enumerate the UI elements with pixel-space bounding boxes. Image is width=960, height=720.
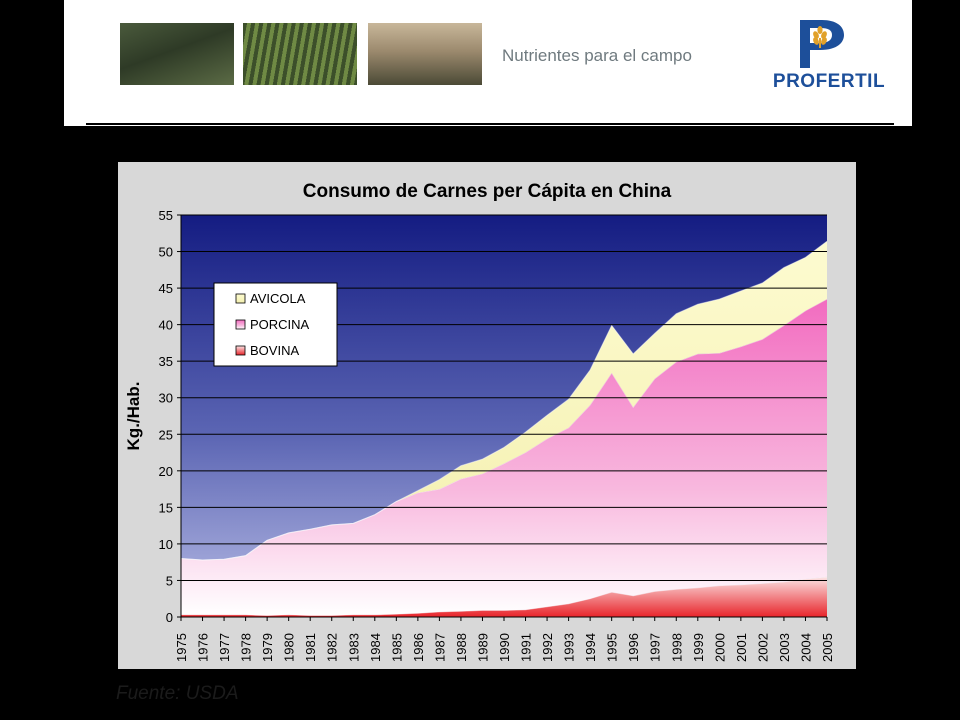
y-tick-label: 0 [166, 610, 173, 625]
x-tick-label: 1979 [260, 633, 275, 662]
y-tick-label: 15 [159, 500, 173, 515]
x-tick-label: 1991 [519, 633, 534, 662]
x-tick-label: 2002 [755, 633, 770, 662]
legend-swatch-avicola [235, 293, 246, 304]
meat-consumption-chart: Consumo de Carnes per Cápita en China 0 5… [118, 162, 856, 669]
profertil-logo: PROFERTIL [764, 18, 894, 98]
brand-name: PROFERTIL [772, 71, 886, 92]
y-tick-label: 55 [159, 208, 173, 223]
legend-label-avicola: AVICOLA [250, 291, 306, 306]
x-tick-label: 1984 [368, 633, 383, 662]
x-tick-label: 1998 [669, 633, 684, 662]
x-tick-label: 2004 [799, 633, 814, 662]
y-tick-label: 35 [159, 354, 173, 369]
header-banner: Nutrientes para el campo PROFERTIL [64, 0, 912, 126]
y-tick-label: 20 [159, 464, 173, 479]
x-tick-label: 1986 [411, 633, 426, 662]
y-axis-label: Kg./Hab. [124, 382, 143, 451]
header-divider [86, 123, 894, 125]
y-tick-label: 45 [159, 281, 173, 296]
tagline: Nutrientes para el campo [502, 46, 692, 65]
x-tick-label: 1994 [583, 633, 598, 662]
x-tick-label: 2001 [734, 633, 749, 662]
x-tick-label: 1996 [626, 633, 641, 662]
x-tick-label: 2000 [712, 633, 727, 662]
y-tick-label: 10 [159, 537, 173, 552]
x-tick-label: 1997 [648, 633, 663, 662]
x-tick-label: 1999 [691, 633, 706, 662]
logo-emblem-icon [800, 20, 844, 68]
legend-box [213, 282, 338, 367]
y-tick-label: 40 [159, 318, 173, 333]
y-tick-label: 30 [159, 391, 173, 406]
source-note: Fuente: USDA [116, 683, 239, 704]
chart-canvas: Consumo de Carnes per Cápita en China 0 5… [124, 181, 835, 662]
legend-label-porcina: PORCINA [250, 317, 310, 332]
x-tick-label: 1982 [325, 633, 340, 662]
x-tick-label: 1992 [540, 633, 555, 662]
x-tick-label: 1980 [282, 633, 297, 662]
y-tick-label: 5 [166, 573, 173, 588]
x-tick-label: 1976 [196, 633, 211, 662]
x-tick-label: 1995 [605, 633, 620, 662]
y-tick-label: 50 [159, 245, 173, 260]
x-tick-label: 1978 [239, 633, 254, 662]
series-area-bovina [181, 576, 827, 617]
x-tick-label: 1983 [346, 633, 361, 662]
x-tick-label: 1985 [389, 633, 404, 662]
y-tick-label: 25 [159, 427, 173, 442]
chart-legend: AVICOLA PORCINA BOVINA [213, 282, 338, 367]
series-area-porcina [181, 299, 827, 616]
x-tick-label: 1977 [217, 633, 232, 662]
field-photo-3 [368, 23, 482, 85]
x-tick-label: 1981 [303, 633, 318, 662]
series-line-avicola [180, 240, 828, 561]
x-tick-label: 1990 [497, 633, 512, 662]
legend-swatch-bovina [235, 345, 246, 356]
legend-label-bovina: BOVINA [250, 343, 299, 358]
legend-swatch-porcina [235, 319, 246, 330]
x-tick-label: 1988 [454, 633, 469, 662]
x-tick-label: 1993 [562, 633, 577, 662]
x-tick-label: 1989 [476, 633, 491, 662]
chart-title: Consumo de Carnes per Cápita en China [303, 181, 672, 202]
x-tick-label: 1975 [174, 633, 189, 662]
x-tick-label: 2003 [777, 633, 792, 662]
field-photo-1 [120, 23, 234, 85]
x-tick-label: 2005 [820, 633, 835, 662]
x-tick-label: 1987 [432, 633, 447, 662]
field-photo-2 [243, 23, 357, 85]
